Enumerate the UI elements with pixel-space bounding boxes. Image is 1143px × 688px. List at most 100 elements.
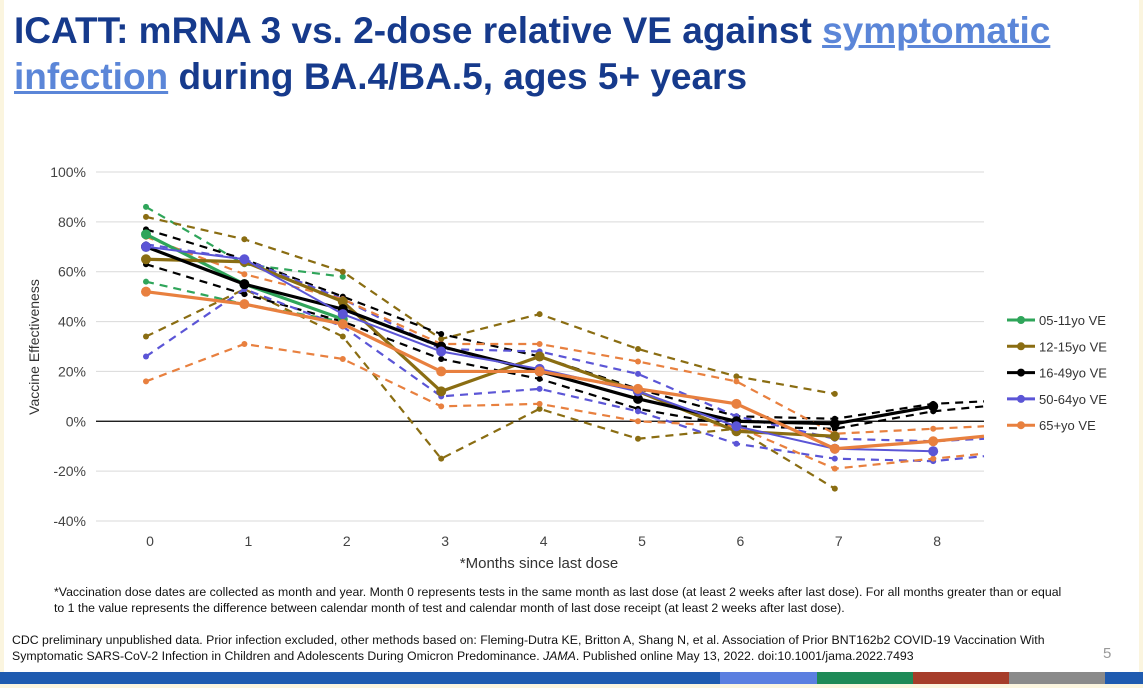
x-tick-label: 4: [540, 533, 548, 549]
ci-upper-point: [143, 213, 149, 220]
stripe-segment: [720, 672, 817, 684]
y-tick-labels: 100% 80% 60% 40% 20% 0% -20% -40%: [50, 164, 86, 529]
x-tick-label: 7: [835, 533, 843, 549]
ci-lower-point: [635, 418, 641, 425]
slide-title: ICATT: mRNA 3 vs. 2-dose relative VE aga…: [14, 8, 1134, 100]
ci-upper-point: [733, 378, 740, 385]
slide: ICATT: mRNA 3 vs. 2-dose relative VE aga…: [4, 0, 1139, 672]
legend-label: 65+yo VE: [1039, 418, 1096, 433]
legend-swatch-marker: [1017, 368, 1025, 377]
ve-point: [239, 279, 250, 290]
ci-upper-point: [241, 271, 248, 278]
ve-line-chart: 100% 80% 60% 40% 20% 0% -20% -40% 0 1 2 3 4 5 6 7 8 05-…: [26, 164, 1107, 572]
y-tick-label: 0%: [66, 413, 86, 429]
series-lines: [141, 203, 985, 492]
ci-lower-point: [831, 465, 838, 472]
symptomatic-infection-link[interactable]: symptomatic infection: [14, 10, 1051, 97]
ci-upper-line: [145, 215, 835, 395]
ci-lower-point: [143, 353, 149, 360]
ci-lower-point: [536, 385, 543, 392]
ve-point: [141, 254, 151, 265]
ci-upper-point: [635, 370, 641, 377]
ci-lower-point: [536, 375, 543, 382]
legend-swatch-marker: [1017, 342, 1025, 351]
page-number: 5: [1103, 645, 1112, 662]
ve-point: [633, 393, 643, 404]
ve-point: [141, 241, 151, 252]
ci-upper-point: [438, 331, 445, 338]
ve-point: [239, 299, 250, 310]
source-text: CDC preliminary unpublished data. Prior …: [12, 633, 1045, 663]
ci-lower-point: [339, 333, 346, 340]
ci-lower-point: [241, 341, 248, 348]
ve-point: [928, 436, 939, 447]
ci-lower-line: [145, 287, 985, 463]
y-tick-label: 60%: [58, 264, 86, 280]
ve-point: [337, 309, 348, 320]
y-tick-label: -40%: [53, 513, 86, 529]
ci-lower-point: [438, 455, 445, 462]
ci-upper-point: [635, 358, 641, 365]
y-tick-label: 100%: [50, 164, 86, 180]
x-tick-label: 2: [343, 533, 351, 549]
ve-point: [436, 386, 447, 397]
source-text-2: . Published online May 13, 2022. doi:10.…: [575, 649, 914, 663]
legend: 05-11yo VE 12-15yo VE 16-49yo VE 50-64yo VE…: [1007, 313, 1107, 433]
ci-upper-line: [145, 235, 985, 435]
y-tick-label: 40%: [58, 314, 86, 330]
ve-point: [829, 443, 840, 454]
stripe-segment: [913, 672, 1009, 684]
ve-point: [633, 383, 643, 394]
ci-lower-point: [438, 355, 445, 362]
x-tick-label: 3: [441, 533, 449, 549]
ci-lower-point: [339, 355, 346, 362]
ve-point: [141, 229, 151, 240]
stripe-segment: [1009, 672, 1105, 684]
source-citation: CDC preliminary unpublished data. Prior …: [12, 632, 1112, 664]
ci-lower-point: [733, 440, 740, 447]
legend-label: 50-64yo VE: [1039, 392, 1107, 407]
x-tick-label: 0: [146, 533, 154, 549]
ci-lower-point: [143, 378, 149, 385]
x-tick-label: 8: [933, 533, 941, 549]
ci-upper-point: [635, 345, 641, 352]
legend-label: 05-11yo VE: [1039, 313, 1106, 328]
ve-point: [731, 421, 742, 432]
ci-lower-point: [635, 435, 641, 442]
ve-point: [829, 418, 840, 429]
ci-lower-point: [143, 278, 149, 285]
ci-lower-point: [930, 455, 937, 462]
ve-line: [145, 290, 985, 451]
ci-upper-point: [438, 336, 445, 343]
ci-lower-point: [536, 400, 543, 407]
ci-lower-point: [438, 403, 445, 410]
ve-point: [337, 319, 348, 330]
ci-upper-point: [831, 390, 838, 397]
x-tick-label: 1: [245, 533, 253, 549]
ve-point: [731, 398, 742, 409]
ci-upper-point: [143, 203, 149, 210]
ci-upper-point: [536, 311, 543, 318]
ve-point: [239, 254, 250, 265]
legend-swatch-marker: [1017, 421, 1025, 430]
ve-point: [829, 431, 840, 442]
stripe-segment: [0, 672, 720, 684]
ci-upper-line: [145, 243, 985, 443]
footer-color-stripe: [0, 672, 1143, 684]
legend-swatch-marker: [1017, 394, 1025, 403]
ci-upper-point: [241, 236, 248, 243]
footnote: *Vaccination dose dates are collected as…: [54, 585, 1062, 615]
ci-lower-line: [145, 342, 985, 470]
ve-line: [145, 245, 934, 426]
ve-point: [141, 286, 151, 297]
ci-upper-point: [733, 373, 740, 380]
title-text-1: ICATT: mRNA 3 vs. 2-dose relative VE aga…: [14, 10, 823, 51]
ci-lower-point: [635, 408, 641, 415]
ci-upper-point: [536, 341, 543, 348]
x-tick-labels: 0 1 2 3 4 5 6 7 8: [146, 533, 941, 549]
stripe-segment: [1105, 672, 1143, 684]
ci-lower-point: [241, 291, 248, 298]
ve-point: [436, 346, 447, 357]
ve-point: [534, 366, 545, 377]
x-tick-label: 6: [737, 533, 745, 549]
